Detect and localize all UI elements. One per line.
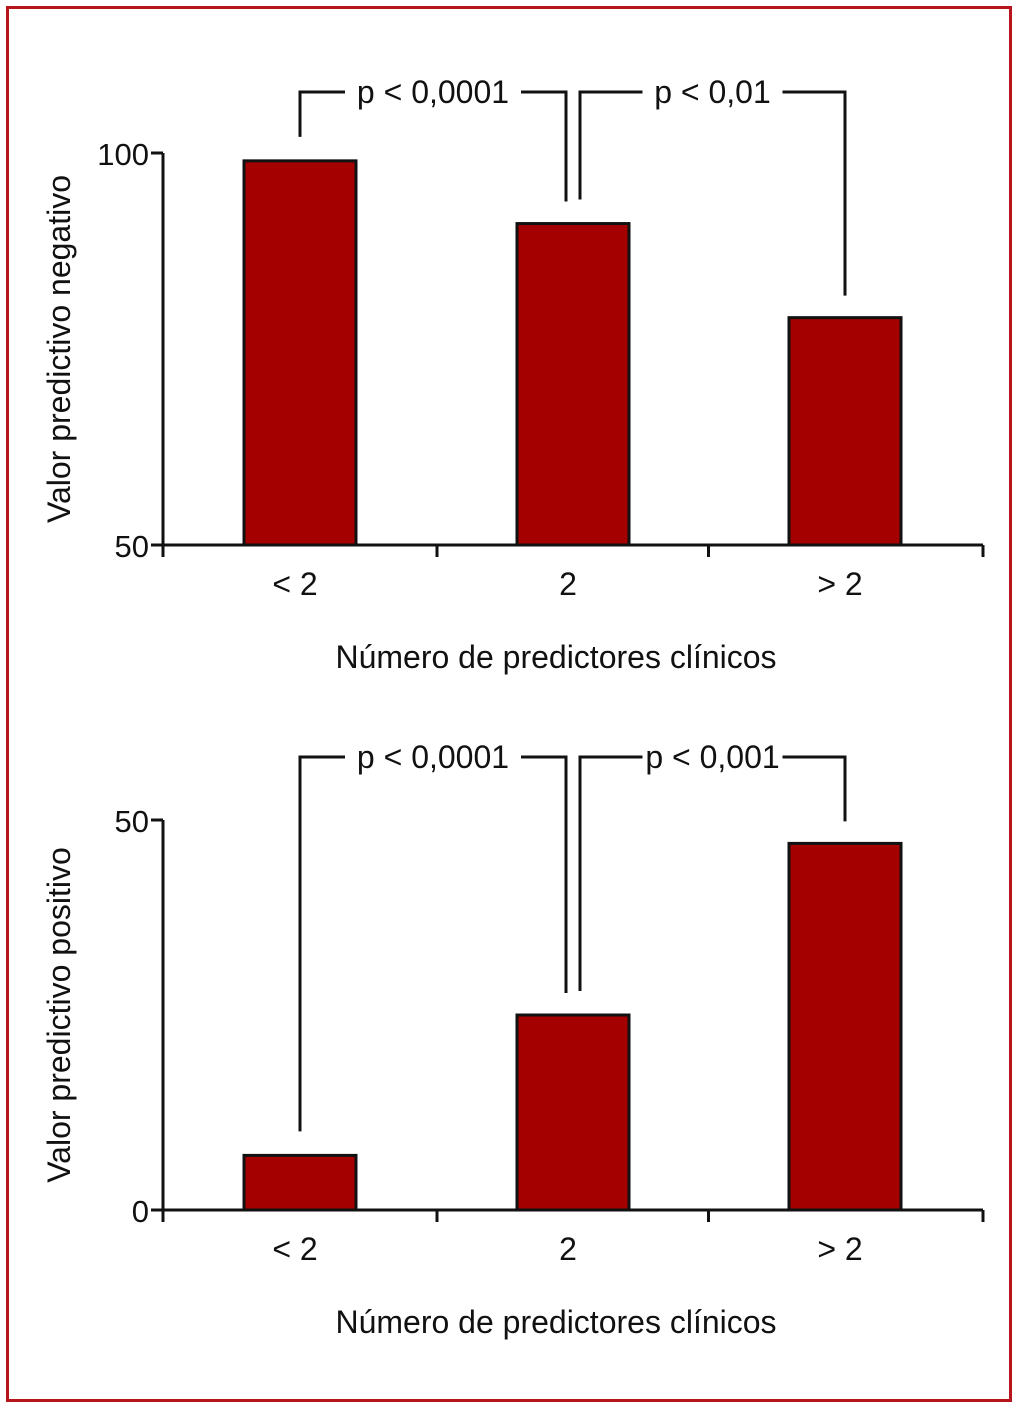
x-tick-label-gt2: > 2 <box>817 1231 862 1267</box>
bar-2 <box>515 1013 631 1212</box>
y-tick-label-bottom: 0 <box>132 1194 149 1229</box>
x-axis-label: Número de predictores clínicos <box>335 1304 776 1340</box>
bars <box>242 159 903 547</box>
x-tick-label-2: 2 <box>559 566 577 602</box>
y-tick-label-bottom: 50 <box>115 529 149 564</box>
chart-negative-predictive-value: 100 50 < 2 2 > 2 Número de predictores c… <box>41 74 985 675</box>
y-tick-label-top: 50 <box>115 804 149 839</box>
significance-bracket-2 <box>578 90 847 296</box>
p-value-label-2: p < 0,01 <box>654 74 771 110</box>
x-tick-label-2: 2 <box>559 1231 577 1267</box>
significance-bracket-1 <box>298 755 568 1132</box>
p-value-label-1: p < 0,0001 <box>357 74 509 110</box>
p-value-label-1: p < 0,0001 <box>357 739 509 775</box>
bar-2 <box>515 222 631 547</box>
bars <box>242 841 903 1212</box>
bar-gt2 <box>787 316 903 547</box>
x-axis-label: Número de predictores clínicos <box>335 639 776 675</box>
p-value-label-2: p < 0,001 <box>645 739 779 775</box>
significance-bracket-1 <box>298 90 568 202</box>
bar-lt2 <box>242 1153 358 1212</box>
bar-gt2 <box>787 841 903 1212</box>
x-tick-label-lt2: < 2 <box>272 566 317 602</box>
significance-bracket-2 <box>578 755 847 991</box>
y-axis-label: Valor predictivo positivo <box>41 847 77 1183</box>
x-tick-label-lt2: < 2 <box>272 1231 317 1267</box>
bar-lt2 <box>242 159 358 547</box>
x-tick-label-gt2: > 2 <box>817 566 862 602</box>
y-axis-label: Valor predictivo negativo <box>41 175 77 523</box>
chart-positive-predictive-value: 50 0 < 2 2 > 2 Número de predictores clí… <box>41 739 985 1340</box>
y-tick-label-top: 100 <box>97 137 149 172</box>
